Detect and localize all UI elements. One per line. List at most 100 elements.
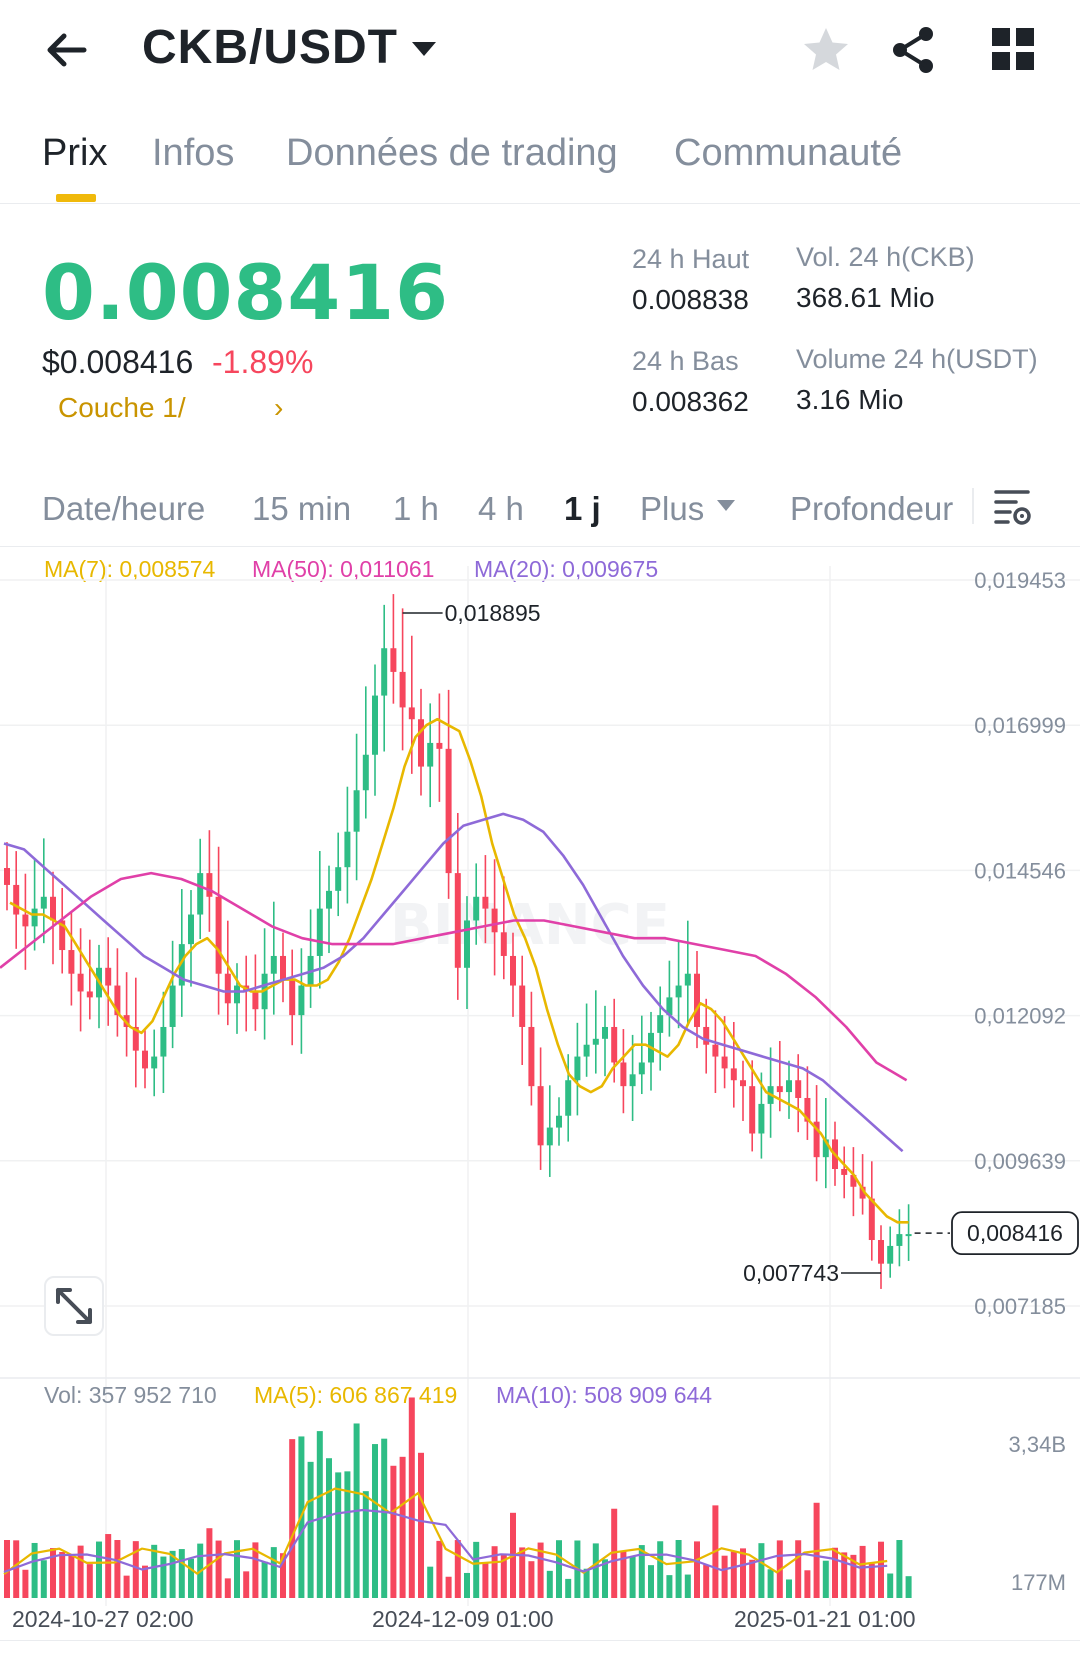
candle-body — [896, 1234, 903, 1246]
tab-infos[interactable]: Infos — [152, 132, 235, 174]
interval-datetime[interactable]: Date/heure — [42, 490, 206, 527]
interval-1h[interactable]: 1 h — [393, 490, 439, 527]
interval-more[interactable]: Plus — [640, 490, 705, 527]
candle-body — [776, 1086, 783, 1093]
back-arrow-icon[interactable] — [40, 22, 96, 78]
more-caret-icon[interactable] — [716, 498, 736, 512]
volume-bar — [684, 1574, 691, 1598]
ma20-label: MA(20): 0,009675 — [474, 556, 659, 582]
tab-prix[interactable]: Prix — [42, 132, 108, 174]
price-chart[interactable]: BINANCE 0,019453 0,016999 0,014546 0,012092… — [0, 546, 1080, 1606]
candle-body — [500, 932, 507, 956]
chevron-right-icon[interactable]: › — [274, 392, 284, 423]
volume-bar — [703, 1564, 710, 1598]
y-axis: 0,019453 0,016999 0,014546 0,012092 0,009639… — [974, 568, 1066, 1595]
y-tick-label: 0,007185 — [974, 1294, 1066, 1319]
candle-body — [620, 1062, 627, 1087]
interval-15min[interactable]: 15 min — [252, 490, 352, 527]
volume-ma5-line — [3, 1487, 888, 1575]
volume-bar — [96, 1541, 102, 1598]
star-icon[interactable] — [800, 24, 852, 76]
volume-bar — [648, 1565, 654, 1598]
ma-legend: MA(7): 0,008574 MA(50): 0,011061 MA(20):… — [0, 556, 1080, 592]
vol-label: Vol: 357 952 710 — [44, 1382, 217, 1408]
candle-body — [546, 1127, 553, 1146]
volume-bar — [887, 1573, 894, 1598]
candle-body — [666, 997, 673, 1016]
candle-body — [473, 896, 480, 921]
candle-body — [22, 914, 29, 927]
divider — [0, 1640, 1080, 1641]
volume-bar — [657, 1541, 664, 1598]
volume-bar — [592, 1543, 599, 1598]
volume-bar — [795, 1540, 802, 1598]
volume-bar — [638, 1545, 645, 1598]
candles — [4, 594, 912, 1289]
candle-body — [786, 1080, 792, 1093]
volume-bar — [822, 1560, 829, 1598]
expand-button[interactable] — [44, 1276, 104, 1336]
candle-body — [399, 671, 406, 708]
candle-body — [40, 896, 47, 909]
volume-bar — [178, 1549, 185, 1598]
candle-body — [758, 1103, 765, 1134]
candle-body — [197, 873, 204, 915]
grid-icon[interactable] — [990, 26, 1036, 72]
y-tick-label: 0,019453 — [974, 568, 1066, 593]
interval-1d[interactable]: 1 j — [564, 490, 601, 527]
volume-bar — [418, 1452, 424, 1598]
candle-body — [160, 1026, 167, 1057]
share-icon[interactable] — [888, 24, 940, 76]
interval-4h[interactable]: 4 h — [478, 490, 524, 527]
volume-bar — [832, 1547, 838, 1598]
dropdown-caret-icon[interactable] — [410, 38, 438, 60]
volume-bar — [160, 1556, 167, 1598]
candle-body — [372, 695, 378, 755]
high-marker-label: 0,018895 — [445, 600, 541, 626]
price-usd: $0.008416 — [42, 344, 194, 380]
vol-quote-value: 3.16 Mio — [796, 384, 904, 415]
volume-ma10-line — [3, 1508, 888, 1574]
volume-bar — [307, 1461, 314, 1598]
layer-tag[interactable]: Couche 1/ — [58, 392, 186, 423]
volume-bar — [905, 1576, 912, 1598]
candle-body — [4, 868, 10, 885]
candle-body — [362, 754, 369, 791]
divider — [0, 546, 1080, 547]
candle-body — [813, 1121, 820, 1158]
vol-base-value: 368.61 Mio — [796, 282, 935, 313]
candle-body — [592, 1038, 599, 1045]
volume-bar — [344, 1471, 351, 1598]
volume-bar — [473, 1541, 480, 1598]
candle-body — [657, 1015, 664, 1033]
candle-body — [270, 955, 277, 974]
volume-tick-label: 3,34B — [1009, 1432, 1067, 1457]
candle-body — [418, 719, 424, 767]
volume-bar — [224, 1578, 231, 1598]
volume-bar — [491, 1546, 498, 1598]
y-tick-label: 0,016999 — [974, 713, 1066, 738]
volume-bar — [556, 1540, 562, 1598]
candle-body — [464, 920, 470, 968]
volume-bar — [335, 1472, 342, 1598]
candle-body — [335, 867, 342, 891]
candle-body — [427, 742, 434, 767]
depth-button[interactable]: Profondeur — [790, 490, 954, 527]
candle-body — [59, 920, 66, 951]
volume-bar — [105, 1534, 112, 1598]
candle-body — [850, 1174, 857, 1187]
candle-body — [694, 973, 700, 1027]
candle-body — [730, 1068, 737, 1081]
date-label: 2024-12-09 01:00 — [372, 1606, 554, 1632]
volume-bar — [280, 1553, 286, 1598]
volume-bar — [206, 1528, 213, 1598]
chart-settings-icon[interactable] — [994, 488, 1032, 526]
candle-body — [436, 742, 443, 749]
candle-body — [151, 1056, 158, 1069]
pair-title[interactable]: CKB/USDT — [142, 21, 398, 74]
volume-bars — [3, 1397, 912, 1598]
tab-community[interactable]: Communauté — [674, 132, 903, 174]
tab-trading-data[interactable]: Données de trading — [286, 132, 618, 174]
candle-body — [868, 1198, 875, 1241]
volume-bar — [804, 1570, 811, 1598]
